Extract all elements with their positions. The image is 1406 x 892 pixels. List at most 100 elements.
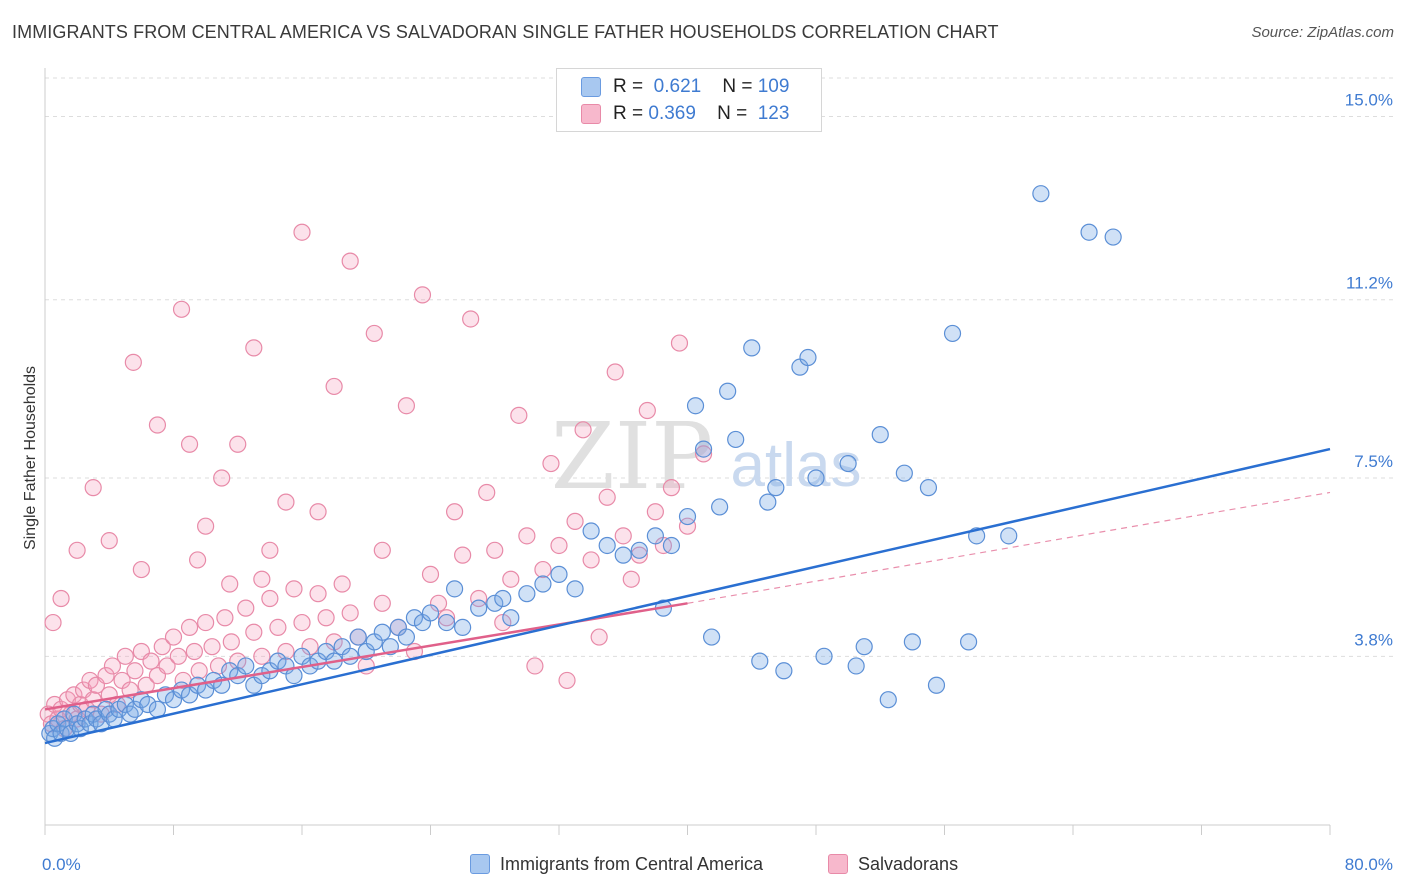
bottom-swatch-blue bbox=[470, 854, 490, 874]
central-america-point bbox=[1032, 185, 1050, 203]
salvadorans-point bbox=[164, 628, 183, 646]
salvadorans-point bbox=[325, 377, 343, 396]
salvadorans-point bbox=[100, 532, 118, 550]
legend-r-label: R = bbox=[613, 103, 644, 124]
central-america-point bbox=[1080, 223, 1098, 241]
salvadorans-point bbox=[598, 488, 616, 506]
salvadorans-point bbox=[126, 662, 144, 680]
central-america-point bbox=[454, 618, 472, 637]
salvadorans-point bbox=[285, 580, 303, 598]
salvadorans-point bbox=[622, 570, 640, 588]
salvadorans-point bbox=[662, 479, 681, 497]
salvadorans-point bbox=[333, 575, 351, 593]
central-america-point bbox=[421, 604, 440, 622]
salvadorans-point bbox=[277, 493, 295, 511]
legend-swatch-pink bbox=[581, 104, 601, 124]
central-america-point bbox=[397, 628, 416, 646]
central-america-point bbox=[68, 715, 86, 733]
x-tick-label: 80.0% bbox=[1345, 855, 1393, 874]
central-america-point bbox=[839, 454, 857, 473]
salvadorans-point bbox=[542, 454, 560, 473]
central-america-point bbox=[534, 575, 552, 593]
salvadorans-point bbox=[510, 406, 528, 424]
central-america-point bbox=[566, 580, 584, 598]
salvadorans-point bbox=[190, 662, 208, 680]
axes bbox=[44, 68, 1331, 835]
y-tick-label: 3.8% bbox=[1354, 630, 1393, 649]
salvadorans-point bbox=[670, 334, 689, 352]
central-america-point bbox=[71, 720, 89, 738]
series-salvadorans-points bbox=[39, 223, 713, 738]
central-america-point bbox=[373, 623, 391, 641]
legend-r-value: 0.369 bbox=[648, 103, 696, 124]
salvadorans-point bbox=[185, 642, 203, 661]
salvadorans-point bbox=[213, 469, 231, 487]
salvadorans-point bbox=[293, 613, 311, 632]
watermark: ZIP atlas bbox=[551, 403, 862, 510]
central-america-point bbox=[55, 710, 73, 728]
salvadorans-point bbox=[253, 570, 271, 588]
central-america-point bbox=[743, 339, 761, 357]
bottom-legend-label-central-america: Immigrants from Central America bbox=[500, 853, 764, 874]
central-america-point bbox=[678, 507, 697, 526]
central-america-point bbox=[759, 493, 777, 511]
salvadorans-point bbox=[124, 353, 142, 371]
salvadorans-point bbox=[397, 397, 416, 415]
salvadorans-point bbox=[341, 604, 359, 622]
central-america-point bbox=[775, 662, 793, 680]
central-america-point bbox=[121, 705, 139, 723]
salvadorans-point bbox=[317, 609, 335, 627]
salvadorans-point bbox=[84, 479, 102, 497]
salvadorans-point bbox=[222, 633, 240, 651]
central-america-point bbox=[694, 440, 713, 458]
source-label: Source: ZipAtlas.com bbox=[1251, 24, 1394, 41]
salvadorans-trend-dashed bbox=[687, 491, 1331, 604]
salvadorans-point bbox=[574, 421, 592, 439]
salvadorans-point bbox=[197, 613, 215, 632]
trend-lines bbox=[44, 447, 1331, 745]
central-america-point bbox=[502, 609, 520, 627]
central-america-point bbox=[943, 324, 962, 343]
central-america-point bbox=[58, 720, 77, 738]
salvadorans-point bbox=[550, 536, 568, 555]
salvadorans-point bbox=[638, 401, 656, 420]
central-america-point bbox=[65, 705, 83, 723]
central-america-point bbox=[630, 541, 648, 559]
legend-n-value: 123 bbox=[757, 103, 790, 124]
salvadorans-point bbox=[158, 657, 176, 675]
central-america-point bbox=[855, 638, 873, 656]
salvadorans-point bbox=[97, 666, 115, 685]
salvadorans-point bbox=[646, 503, 664, 521]
salvadorans-point bbox=[437, 609, 456, 627]
salvadorans-point bbox=[694, 445, 713, 463]
legend-row-central-america: R = 0.621 N = 109 bbox=[581, 75, 789, 99]
salvadorans-point bbox=[582, 551, 600, 569]
salvadorans-point bbox=[132, 560, 150, 579]
salvadorans-point bbox=[606, 363, 624, 381]
y-tick-label: 15.0% bbox=[1345, 91, 1393, 110]
central-america-point bbox=[799, 348, 817, 367]
salvadorans-point bbox=[454, 546, 472, 564]
central-america-point bbox=[550, 565, 568, 583]
salvadorans-point bbox=[261, 541, 279, 559]
correlation-legend: R = 0.621 N = 109 R = 0.369 N = 123 bbox=[556, 68, 822, 132]
central-america-point bbox=[879, 691, 897, 709]
legend-r-label: R = bbox=[613, 76, 644, 97]
salvadorans-point bbox=[413, 286, 432, 304]
grid-lines bbox=[45, 77, 1395, 657]
legend-n-label: N = bbox=[722, 76, 753, 97]
y-tick-label: 11.2% bbox=[1346, 274, 1393, 293]
central-america-point bbox=[702, 628, 721, 646]
salvadorans-point bbox=[590, 628, 608, 646]
salvadorans-point bbox=[261, 589, 279, 608]
salvadorans-point bbox=[309, 585, 327, 603]
central-america-point bbox=[269, 652, 287, 670]
bottom-legend-label-salvadorans: Salvadorans bbox=[858, 853, 959, 874]
salvadorans-point bbox=[309, 503, 327, 521]
salvadorans-point bbox=[142, 652, 160, 670]
central-america-point bbox=[126, 700, 144, 718]
central-america-point bbox=[959, 633, 978, 651]
salvadorans-point bbox=[494, 613, 512, 632]
central-america-point bbox=[807, 469, 825, 487]
